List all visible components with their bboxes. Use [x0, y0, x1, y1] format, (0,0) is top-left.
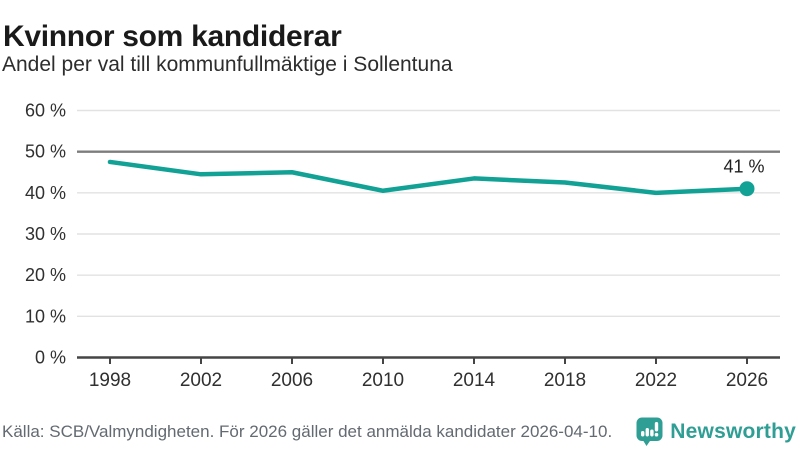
- x-tick-label: 2014: [453, 370, 496, 391]
- chart-subtitle: Andel per val till kommunfullmäktige i S…: [2, 53, 453, 76]
- y-tick-label: 60 %: [25, 100, 66, 120]
- newsworthy-logo-text: Newsworthy: [670, 419, 796, 443]
- y-tick-label: 10 %: [25, 306, 66, 326]
- x-tick-label: 2006: [271, 370, 313, 391]
- source-note: Källa: SCB/Valmyndigheten. För 2026 gäll…: [2, 421, 613, 441]
- chart-title: Kvinnor som kandiderar: [3, 20, 342, 54]
- newsworthy-logo-icon: [636, 417, 663, 446]
- end-point-marker: [739, 181, 755, 197]
- newsworthy-logo: Newsworthy: [636, 417, 796, 446]
- end-point-label: 41 %: [723, 157, 764, 177]
- x-tick-label: 2022: [635, 370, 677, 391]
- y-tick-label: 20 %: [25, 265, 66, 285]
- x-tick-label: 2026: [726, 370, 768, 391]
- x-tick-label: 1998: [89, 370, 131, 391]
- y-tick-label: 40 %: [25, 183, 66, 203]
- y-tick-label: 50 %: [25, 142, 66, 162]
- x-tick-label: 2018: [544, 370, 586, 391]
- y-tick-label: 0 %: [35, 348, 66, 368]
- chart-footer: Källa: SCB/Valmyndigheten. För 2026 gäll…: [2, 417, 796, 446]
- y-tick-label: 30 %: [25, 224, 66, 244]
- data-line: [107, 159, 750, 196]
- x-tick-label: 2002: [180, 370, 222, 391]
- x-tick-label: 2010: [362, 370, 404, 391]
